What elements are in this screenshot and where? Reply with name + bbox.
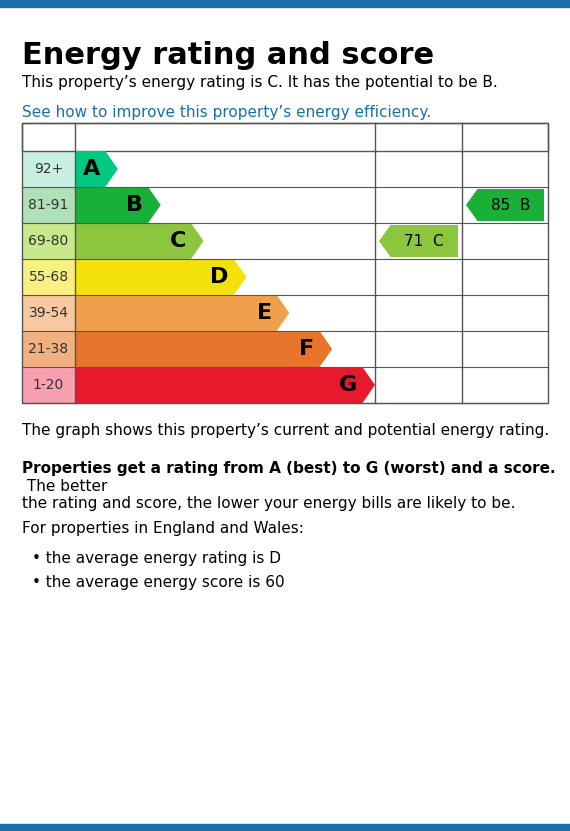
Text: 81-91: 81-91 — [28, 198, 69, 212]
Text: The graph shows this property’s current and potential energy rating.: The graph shows this property’s current … — [22, 423, 549, 438]
Text: Potential: Potential — [469, 130, 540, 144]
Text: This property’s energy rating is C. It has the potential to be B.: This property’s energy rating is C. It h… — [22, 75, 498, 90]
Bar — [22, 331, 75, 367]
Text: See how to improve this property’s energy efficiency.: See how to improve this property’s energ… — [22, 105, 431, 120]
Text: 55-68: 55-68 — [28, 270, 68, 284]
Bar — [22, 123, 548, 403]
Text: E: E — [256, 303, 272, 323]
Text: F: F — [299, 339, 315, 359]
Bar — [0, 0, 570, 7]
Text: Properties get a rating from A (best) to G (worst) and a score.: Properties get a rating from A (best) to… — [22, 461, 556, 476]
Text: Energy rating: Energy rating — [80, 130, 187, 144]
Text: Energy rating and score: Energy rating and score — [22, 41, 434, 70]
Text: 21-38: 21-38 — [28, 342, 68, 356]
Text: C: C — [170, 231, 186, 251]
Text: • the average energy rating is D: • the average energy rating is D — [32, 551, 281, 566]
Text: 71  C: 71 C — [405, 234, 444, 248]
Text: A: A — [83, 159, 100, 179]
Text: 92+: 92+ — [34, 162, 63, 176]
Polygon shape — [379, 225, 458, 257]
Text: • the average energy score is 60: • the average energy score is 60 — [32, 575, 284, 590]
Polygon shape — [75, 331, 332, 367]
Bar — [22, 123, 548, 151]
Bar — [0, 824, 570, 831]
Bar — [22, 259, 75, 295]
Text: D: D — [210, 267, 229, 287]
Bar — [22, 187, 75, 223]
Polygon shape — [466, 189, 544, 221]
Text: G: G — [339, 375, 357, 395]
Text: The better
the rating and score, the lower your energy bills are likely to be.: The better the rating and score, the low… — [22, 479, 515, 511]
Polygon shape — [75, 151, 118, 187]
Bar — [22, 295, 75, 331]
Text: 39-54: 39-54 — [28, 306, 68, 320]
Text: B: B — [126, 195, 143, 215]
Text: 69-80: 69-80 — [28, 234, 68, 248]
Text: 1-20: 1-20 — [33, 378, 64, 392]
Text: Score: Score — [27, 130, 71, 144]
Polygon shape — [75, 295, 290, 331]
Polygon shape — [75, 223, 203, 259]
Bar — [22, 151, 75, 187]
Bar — [22, 367, 75, 403]
Polygon shape — [75, 259, 246, 295]
Bar — [22, 223, 75, 259]
Text: For properties in England and Wales:: For properties in England and Wales: — [22, 521, 304, 536]
Text: Current: Current — [389, 130, 449, 144]
Text: 85  B: 85 B — [491, 198, 531, 213]
Polygon shape — [75, 367, 375, 403]
Polygon shape — [75, 187, 161, 223]
